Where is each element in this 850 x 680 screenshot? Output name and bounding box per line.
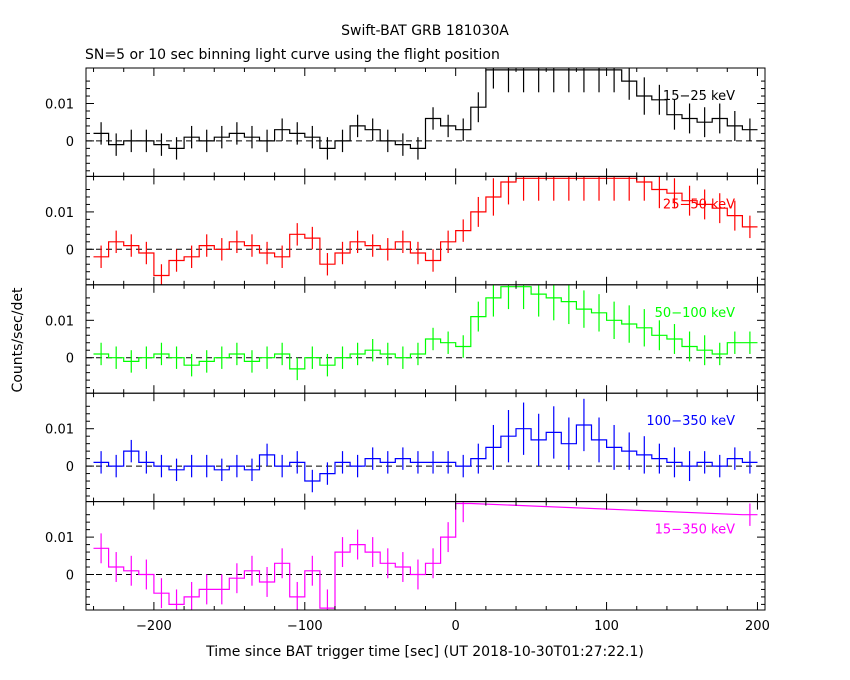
band-label: 100−350 keV [646, 414, 735, 429]
panel-frame [85, 392, 766, 503]
panel-frame [85, 175, 766, 286]
series-line [93, 69, 758, 149]
x-tick-label: 0 [452, 619, 460, 634]
panels-group: 0 0.01 15−25 keV 0 0.01 25−50 keV 0 0.01 50−100 … [45, 67, 770, 634]
panel: 0 0.01 25−50 keV [45, 175, 766, 286]
y-tick-label: 0 [66, 568, 74, 583]
x-tick-label: −200 [136, 619, 172, 634]
y-tick-label: 0 [66, 352, 74, 367]
y-tick-label: 0.01 [45, 206, 74, 221]
y-tick-label: 0.01 [45, 314, 74, 329]
y-tick-label: 0 [66, 135, 74, 150]
y-tick-label: 0 [66, 460, 74, 475]
series-line [93, 424, 758, 482]
panel: 0 0.01 100−350 keV [45, 392, 766, 503]
panel: 0 0.01 15−25 keV [45, 67, 766, 177]
chart-title: Swift-BAT GRB 181030A [341, 23, 509, 39]
x-tick-label: 200 [745, 619, 770, 634]
series-line [93, 502, 758, 609]
band-label: 15−25 keV [663, 89, 735, 104]
y-tick-label: 0 [66, 243, 74, 258]
y-tick-label: 0.01 [45, 531, 74, 546]
y-tick-label: 0.01 [45, 423, 74, 438]
x-tick-label: −100 [287, 619, 323, 634]
band-label: 25−50 keV [663, 197, 735, 212]
panel: 0 0.01 50−100 keV [45, 284, 766, 394]
chart-subtitle: SN=5 or 10 sec binning light curve using… [85, 47, 500, 63]
x-axis-label: Time since BAT trigger time [sec] (UT 20… [205, 644, 644, 660]
x-tick-label: 100 [594, 619, 619, 634]
series-line [93, 177, 758, 277]
y-axis-label: Counts/sec/det [10, 287, 26, 392]
panel-frame [85, 501, 766, 611]
series-line [93, 286, 758, 370]
band-label: 50−100 keV [655, 306, 735, 321]
band-label: 15−350 keV [655, 523, 735, 538]
y-tick-label: 0.01 [45, 98, 74, 113]
panel: 0 0.01 15−350 keV [45, 501, 766, 611]
